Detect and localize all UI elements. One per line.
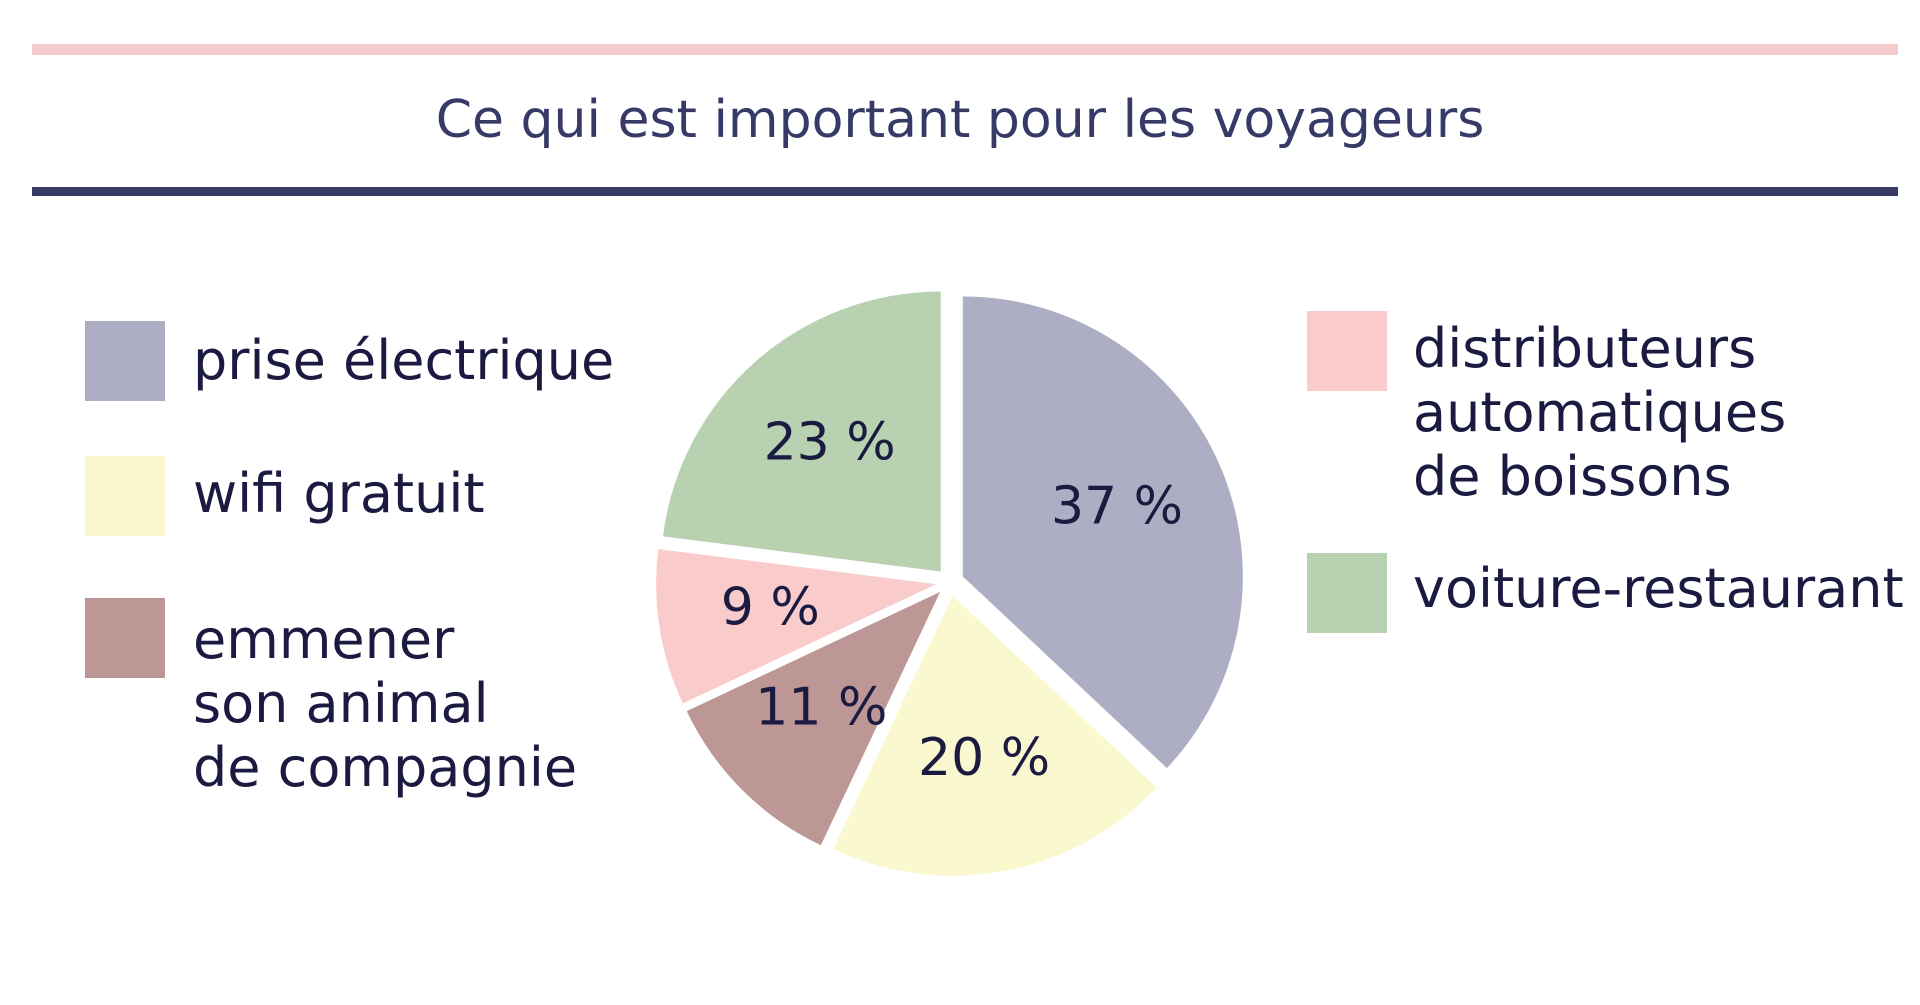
legend-swatch-animal [85, 598, 165, 678]
title-underline [32, 187, 1898, 196]
legend-swatch-wifi-gratuit [85, 456, 165, 536]
pie-slice-emmener [686, 591, 941, 846]
pie-slice-voiture-restaurant [662, 291, 941, 572]
legend-label-prise-electrique: prise électrique [193, 329, 615, 392]
legend-swatch-distributeurs [1307, 311, 1387, 391]
top-rule [32, 44, 1898, 55]
pie-label-distributeurs: 9 % [721, 577, 820, 637]
legend-swatch-voiture-restaurant [1307, 553, 1387, 633]
legend-swatch-prise-electrique [85, 321, 165, 401]
pie-label-emmener: 11 % [755, 678, 887, 738]
legend-label-distributeurs: distributeurs automatiques de boissons [1413, 317, 1787, 508]
pie-slice-prise-electrique [962, 296, 1243, 769]
pie-slice-distributeurs [656, 549, 937, 704]
legend-label-voiture-restaurant: voiture-restaurant [1413, 557, 1904, 620]
legend-label-animal: emmener son animal de compagnie [193, 608, 578, 799]
pie-label-voiture-restaurant: 23 % [764, 412, 896, 472]
pie-label-wifi-gratuit: 20 % [918, 728, 1050, 788]
chart-title: Ce qui est important pour les voyageurs [435, 90, 1485, 150]
legend-label-wifi-gratuit: wifi gratuit [193, 462, 485, 525]
pie-slice-wifi-gratuit [833, 595, 1157, 876]
pie-label-prise-electrique: 37 % [1051, 477, 1183, 537]
